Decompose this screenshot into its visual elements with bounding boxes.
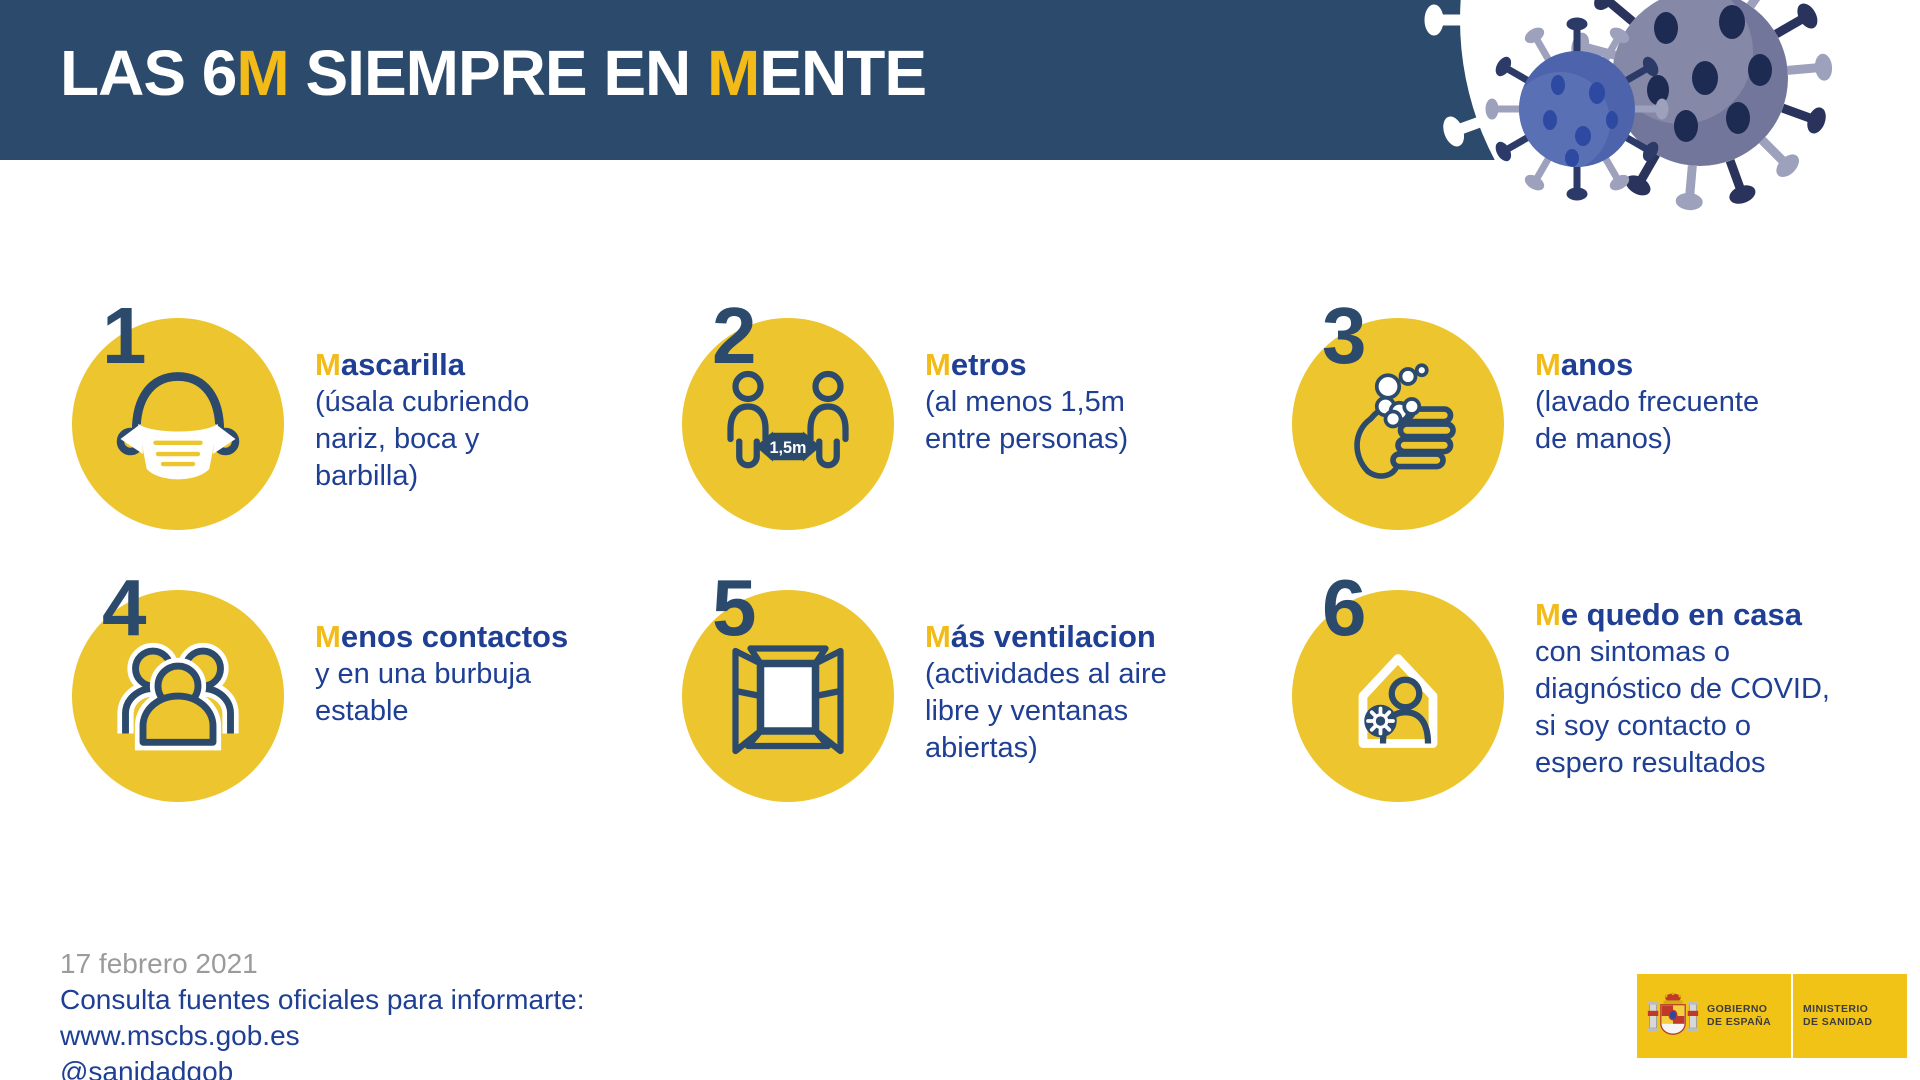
rule-item-1: 1 Mascarilla (úsala cubriendo nariz, boc… — [60, 296, 660, 530]
item-title: Metros — [925, 347, 1027, 382]
item-line: nariz, boca y — [315, 423, 480, 455]
item-line: diagnóstico de COVID, — [1535, 673, 1830, 705]
item-number: 3 — [1322, 291, 1367, 380]
item-line: y en una burbuja — [315, 658, 532, 690]
item-text: Metros (al menos 1,5m entre personas) — [925, 346, 1128, 458]
rule-item-6: 6 Me quedo en casa — [1280, 568, 1880, 802]
item-line: de manos) — [1535, 423, 1673, 455]
item-title: Me quedo en casa — [1535, 597, 1803, 632]
rule-item-5: 5 Más ventilacion (actividades al aire l… — [670, 568, 1270, 802]
title-segment: ENTE — [759, 37, 927, 109]
info-text: Consulta fuentes oficiales para informar… — [60, 984, 585, 1015]
stay-home-icon — [1358, 654, 1438, 748]
item-text: Me quedo en casa con sintomas o diagnóst… — [1535, 596, 1830, 782]
item-icon-circle — [1292, 318, 1504, 530]
item-text: Mascarilla (úsala cubriendo nariz, boca … — [315, 346, 529, 495]
item-line: barbilla) — [315, 460, 419, 492]
item-line: (lavado frecuente — [1535, 386, 1760, 418]
white-virus-spikes — [1424, 4, 1543, 240]
item-text: Menos contactos y en una burbuja estable — [315, 618, 568, 730]
item-line: con sintomas o — [1535, 636, 1731, 668]
item-number: 2 — [712, 291, 757, 380]
svg-text:1,5m: 1,5m — [769, 439, 806, 457]
item-icon-circle: 1,5m — [682, 318, 894, 530]
item-title: Menos contactos — [315, 619, 569, 654]
item-text: Más ventilacion (actividades al aire lib… — [925, 618, 1167, 767]
title-segment: LAS 6 — [60, 37, 237, 109]
ministry-label: MINISTERIO DE SANIDAD — [1803, 1003, 1873, 1028]
virus-small — [1485, 17, 1669, 201]
date-text: 17 febrero 2021 — [60, 948, 258, 979]
item-line: si soy contacto o — [1535, 710, 1751, 742]
item-text: Manos (lavado frecuente de manos) — [1535, 346, 1759, 458]
title-segment: SIEMPRE EN — [288, 37, 707, 109]
item-icon-circle — [682, 590, 894, 802]
item-icon-circle — [72, 318, 284, 530]
item-title: Mascarilla — [315, 347, 465, 382]
item-line: abiertas) — [925, 732, 1038, 764]
logo-divider — [1791, 974, 1793, 1058]
distance-icon: 1,5m — [727, 370, 849, 469]
item-line: espero resultados — [1535, 747, 1766, 779]
item-number: 5 — [712, 563, 757, 652]
open-window-icon — [732, 645, 844, 755]
rule-item-2: 2 1,5m Metros (al menos 1,5m — [670, 296, 1270, 530]
virus-large — [1569, 0, 1833, 211]
item-line: (actividades al aire — [925, 658, 1167, 690]
title-segment-highlight: M — [236, 37, 289, 109]
item-number: 6 — [1322, 563, 1367, 652]
item-icon-circle — [1292, 590, 1504, 802]
coronavirus-illustration — [1424, 0, 1920, 240]
hand-washing-icon — [1354, 363, 1456, 479]
item-line: entre personas) — [925, 423, 1129, 455]
item-title: Más ventilacion — [925, 619, 1156, 654]
item-number: 4 — [102, 563, 147, 652]
footer: 17 febrero 2021 Consulta fuentes oficial… — [60, 946, 585, 1080]
item-icon-circle — [72, 590, 284, 802]
face-mask-icon — [116, 372, 240, 480]
social-handle[interactable]: @sanidadgob — [60, 1056, 234, 1080]
spain-coat-of-arms-icon — [1647, 992, 1699, 1035]
item-line: (úsala cubriendo — [315, 386, 530, 418]
item-title: Manos — [1535, 347, 1634, 382]
virus-badge — [1364, 704, 1397, 738]
item-line: estable — [315, 695, 409, 727]
item-number: 1 — [102, 291, 147, 380]
gobierno-logo: GOBIERNO DE ESPAÑA MINISTERIO DE SANIDAD — [1637, 974, 1907, 1058]
item-line: (al menos 1,5m — [925, 386, 1125, 418]
group-icon — [117, 642, 239, 751]
rule-item-4: 4 Men — [60, 568, 660, 802]
item-line: libre y ventanas — [925, 695, 1129, 727]
website-link[interactable]: www.mscbs.gob.es — [60, 1020, 300, 1051]
title-segment-highlight: M — [707, 37, 760, 109]
government-label: GOBIERNO DE ESPAÑA — [1707, 1003, 1772, 1028]
rule-item-3: 3 — [1280, 296, 1880, 530]
page-title: LAS 6M SIEMPRE EN MENTE — [60, 36, 927, 110]
